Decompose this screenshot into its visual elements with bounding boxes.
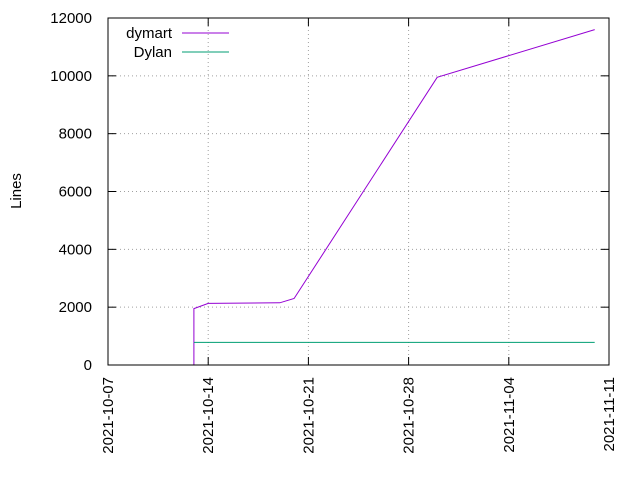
series-lines: [193, 29, 595, 365]
x-axis-labels: 2021-10-07 2021-10-14 2021-10-21 2021-10-28…: [100, 377, 618, 454]
x-tick-label: 2021-11-04: [501, 377, 518, 453]
series-line-dymart: [193, 29, 595, 365]
plot-frame: [107, 17, 610, 366]
legend-label: dymart: [126, 25, 173, 42]
y-tick-label: 2000: [59, 299, 92, 316]
y-tick-label: 12000: [50, 10, 92, 27]
y-axis-labels: 0 2000 4000 6000 8000 10000 12000: [50, 10, 92, 374]
grid-lines: [108, 18, 609, 365]
y-tick-label: 4000: [59, 241, 92, 258]
y-tick-label: 10000: [50, 68, 92, 85]
x-tick-label: 2021-11-11: [601, 377, 618, 452]
y-tick-label: 8000: [59, 126, 92, 143]
y-tick-label: 0: [84, 357, 92, 374]
axis-ticks: [107, 17, 610, 366]
legend-label: Dylan: [134, 44, 172, 61]
y-axis-title: Lines: [8, 173, 25, 209]
x-tick-label: 2021-10-28: [401, 377, 418, 454]
x-tick-label: 2021-10-21: [300, 377, 317, 454]
y-tick-label: 6000: [59, 184, 92, 201]
x-tick-label: 2021-10-14: [200, 377, 217, 454]
legend: dymart Dylan: [126, 25, 229, 61]
x-tick-label: 2021-10-07: [100, 377, 117, 454]
